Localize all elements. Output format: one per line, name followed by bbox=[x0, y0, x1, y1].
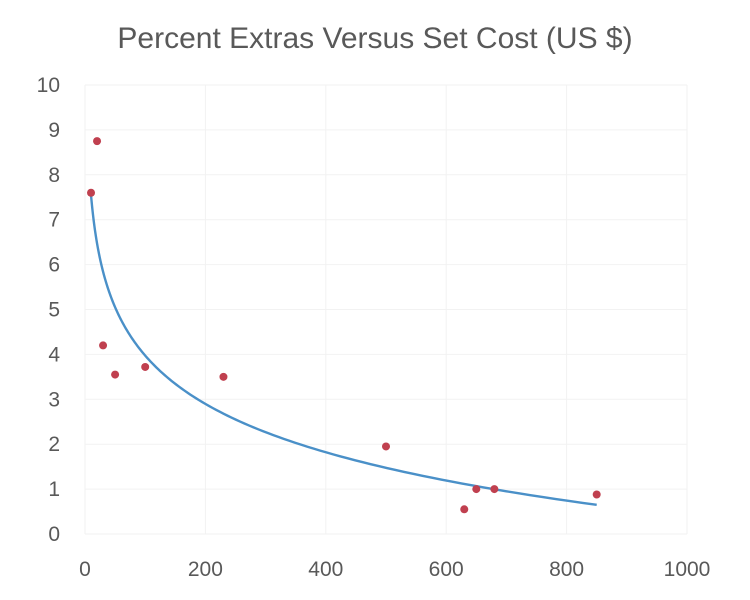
y-tick-label: 10 bbox=[37, 74, 60, 97]
y-tick-label: 8 bbox=[48, 164, 60, 187]
data-point bbox=[460, 505, 469, 514]
data-point bbox=[111, 370, 120, 379]
data-point bbox=[141, 362, 150, 371]
x-tick-label: 1000 bbox=[664, 558, 711, 581]
data-point bbox=[592, 490, 601, 499]
data-point bbox=[93, 137, 102, 146]
data-point bbox=[382, 442, 390, 451]
x-tick-label: 600 bbox=[429, 558, 464, 581]
x-tick-label: 800 bbox=[549, 558, 584, 581]
data-point bbox=[472, 485, 481, 494]
y-tick-label: 3 bbox=[48, 388, 60, 411]
y-tick-label: 6 bbox=[48, 254, 60, 277]
data-points bbox=[87, 137, 601, 514]
data-point bbox=[87, 188, 96, 197]
data-point bbox=[490, 485, 499, 494]
trendline bbox=[89, 194, 597, 506]
x-axis-tick-labels: 0 200 400 600 800 1000 bbox=[79, 558, 710, 581]
y-tick-label: 2 bbox=[48, 433, 60, 456]
data-point bbox=[219, 372, 228, 381]
x-tick-label: 400 bbox=[308, 558, 343, 581]
y-tick-label: 4 bbox=[48, 343, 60, 366]
data-point bbox=[99, 341, 108, 350]
y-tick-label: 7 bbox=[48, 209, 60, 232]
x-tick-label: 0 bbox=[79, 558, 91, 581]
y-tick-label: 9 bbox=[48, 119, 60, 142]
chart-title: Percent Extras Versus Set Cost (US $) bbox=[117, 22, 633, 55]
y-tick-label: 0 bbox=[48, 523, 60, 546]
y-tick-label: 1 bbox=[48, 478, 60, 501]
y-axis-tick-labels: 0 1 2 3 4 5 6 7 8 9 10 bbox=[37, 74, 61, 546]
x-tick-label: 200 bbox=[188, 558, 223, 581]
y-tick-label: 5 bbox=[48, 299, 60, 322]
